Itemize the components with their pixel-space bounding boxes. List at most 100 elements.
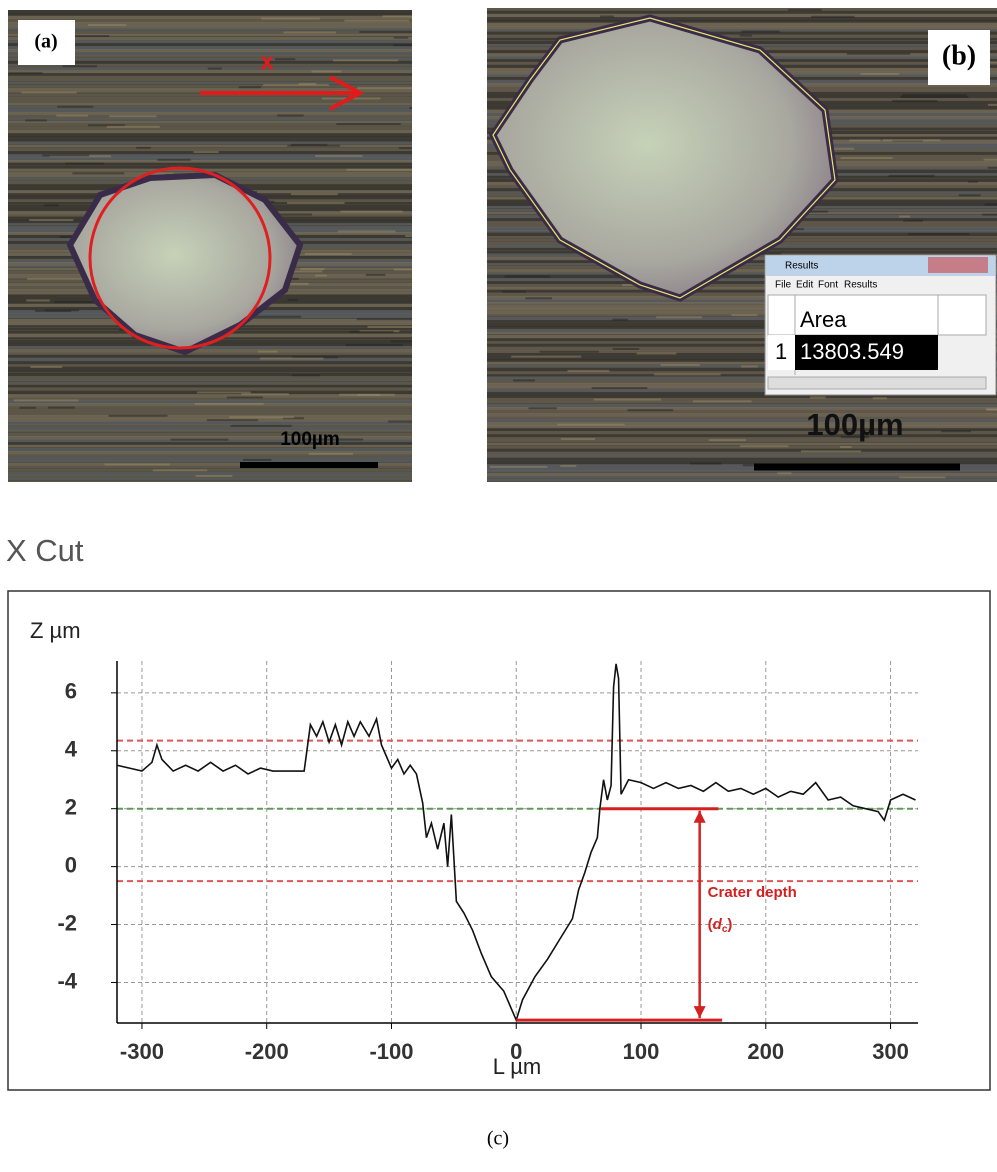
menu-item[interactable]: Font: [818, 280, 838, 291]
texture: [8, 442, 412, 444]
texture: [487, 455, 997, 457]
texture: [8, 424, 412, 427]
texture: [487, 20, 997, 22]
texture: [109, 415, 168, 417]
texture: [8, 118, 412, 121]
texture: [873, 397, 887, 399]
panel-label: (b): [942, 40, 976, 71]
texture: [899, 216, 910, 218]
texture: [231, 425, 292, 427]
texture: [889, 175, 935, 177]
texture: [57, 106, 93, 108]
texture: [261, 18, 320, 20]
texture: [709, 439, 746, 441]
texture: [8, 481, 412, 485]
texture: [405, 235, 432, 237]
texture: [513, 379, 535, 381]
texture: [359, 31, 415, 33]
texture: [908, 233, 969, 235]
texture: [968, 181, 978, 183]
menu-item[interactable]: Results: [844, 280, 877, 291]
texture: [8, 457, 412, 460]
texture: [8, 346, 412, 349]
texture: [801, 450, 861, 452]
texture: [14, 399, 79, 401]
texture: [44, 204, 59, 206]
texture: [195, 475, 232, 477]
texture: [197, 391, 251, 393]
texture: [344, 20, 409, 22]
y-tick-label: -4: [57, 968, 77, 993]
texture: [357, 318, 426, 320]
texture: [26, 299, 49, 301]
annotation-symbol: (dc): [708, 916, 733, 935]
texture: [346, 344, 403, 346]
y-tick-label: 0: [65, 852, 77, 877]
texture: [560, 465, 576, 467]
scale-bar-label: 100µm: [806, 407, 903, 442]
caption: (c): [487, 1128, 509, 1150]
texture: [656, 316, 702, 318]
texture: [8, 415, 412, 418]
texture: [88, 24, 126, 26]
texture: [8, 112, 412, 115]
x-tick-label: -100: [369, 1039, 413, 1064]
texture: [263, 84, 329, 86]
texture: [8, 412, 412, 415]
texture: [8, 376, 412, 379]
texture: [277, 115, 303, 117]
texture: [612, 319, 628, 321]
arrow-head: [694, 811, 706, 823]
texture: [8, 388, 412, 390]
texture: [988, 167, 997, 169]
texture: [592, 387, 648, 389]
texture: [892, 100, 937, 102]
texture: [65, 163, 104, 165]
x-tick-label: 300: [872, 1039, 909, 1064]
texture: [409, 107, 458, 109]
texture: [8, 385, 412, 387]
texture: [511, 356, 581, 358]
texture: [8, 478, 412, 480]
texture: [8, 382, 412, 385]
symbol-part: ): [727, 916, 732, 933]
texture: [8, 364, 412, 366]
texture: [849, 140, 880, 142]
texture: [283, 31, 335, 33]
texture: [568, 370, 610, 372]
menu-item[interactable]: File: [775, 280, 792, 291]
texture: [388, 421, 455, 423]
texture: [29, 219, 73, 221]
menu-item[interactable]: Edit: [796, 280, 813, 291]
texture: [600, 15, 614, 17]
texture: [239, 86, 262, 88]
texture: [811, 16, 854, 18]
texture: [19, 407, 36, 409]
texture: [986, 408, 997, 410]
texture: [8, 367, 412, 370]
texture: [358, 394, 380, 396]
texture: [305, 253, 352, 255]
texture: [340, 211, 402, 213]
texture: [368, 326, 419, 328]
texture: [731, 314, 757, 316]
texture: [490, 466, 548, 468]
texture: [275, 58, 295, 60]
texture: [30, 366, 62, 368]
texture: [258, 351, 278, 353]
texture: [8, 127, 412, 130]
texture: [309, 453, 353, 455]
texture: [171, 439, 229, 441]
texture: [71, 35, 110, 37]
texture: [8, 103, 412, 105]
texture: [157, 159, 190, 161]
texture: [287, 202, 345, 204]
texture: [487, 407, 997, 410]
texture: [8, 76, 412, 79]
texture: [153, 469, 207, 471]
texture: [487, 419, 997, 422]
texture: [394, 269, 439, 271]
texture: [883, 139, 941, 141]
texture: [8, 139, 412, 141]
texture: [104, 463, 169, 465]
